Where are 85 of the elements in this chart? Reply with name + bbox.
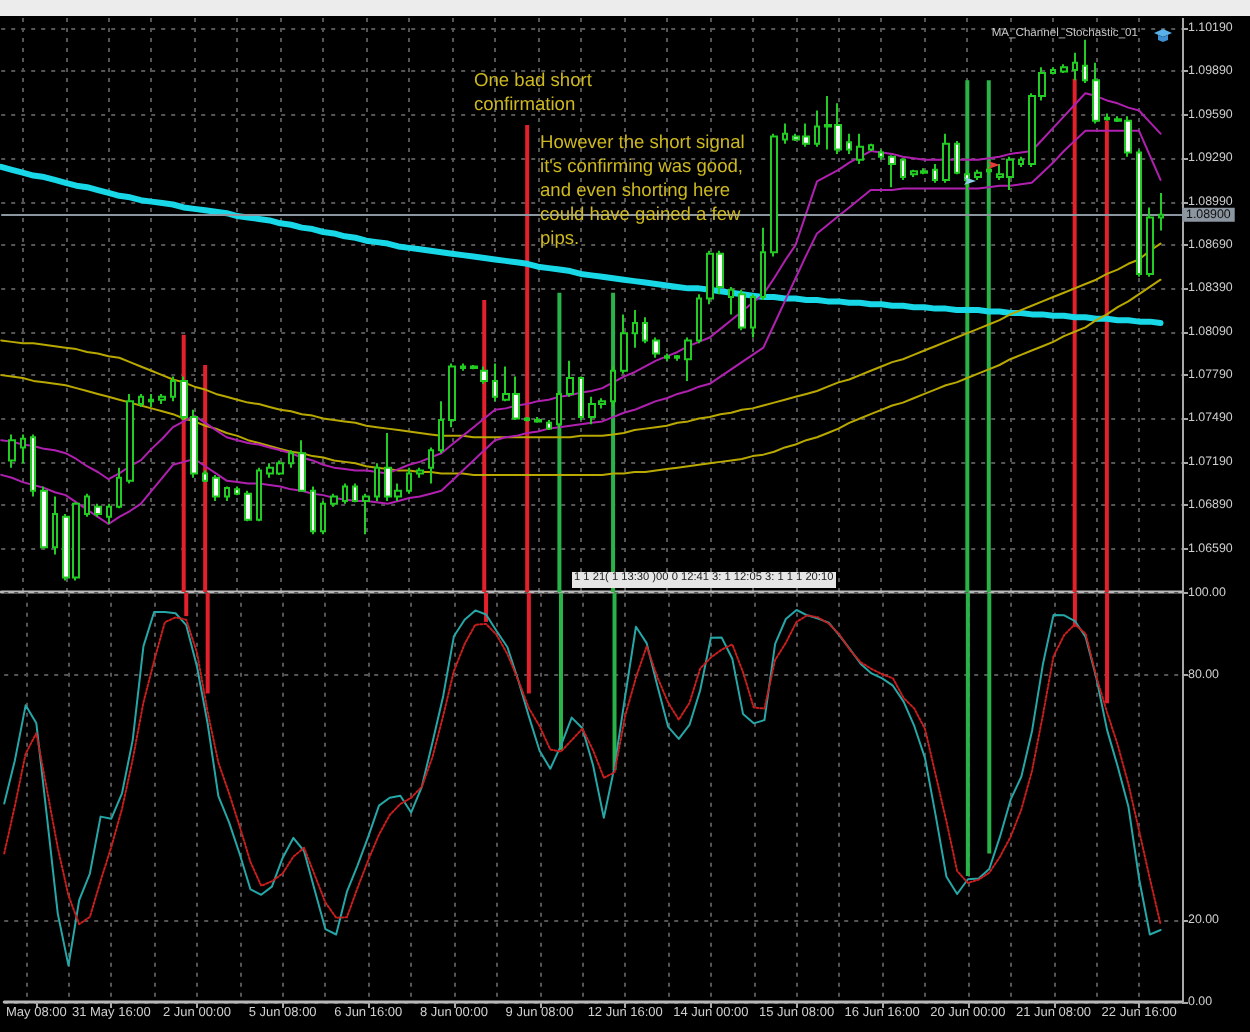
candlestick <box>1050 66 1056 76</box>
candlestick <box>298 439 306 492</box>
candlestick <box>362 492 370 536</box>
candlestick <box>1146 206 1154 278</box>
candlestick <box>974 168 982 181</box>
annotation: One bad short confirmation <box>474 70 594 117</box>
candlestick <box>244 489 252 523</box>
candlestick <box>986 164 992 176</box>
candlestick <box>674 353 680 362</box>
candlestick <box>52 495 58 556</box>
candlestick <box>256 466 262 523</box>
candlestick <box>448 362 456 429</box>
candlestick <box>428 446 434 485</box>
candlestick <box>652 336 660 359</box>
candlestick <box>148 392 154 408</box>
candlestick <box>878 148 884 161</box>
candlestick <box>620 313 628 375</box>
candlestick <box>126 392 134 485</box>
candlestick <box>224 485 230 502</box>
candlestick <box>480 365 488 385</box>
candlestick <box>94 502 102 518</box>
candlestick <box>310 485 316 536</box>
candlestick <box>954 139 960 176</box>
candlestick <box>888 154 896 189</box>
candlestick <box>212 473 220 502</box>
line-series <box>0 92 1162 481</box>
candlestick <box>170 375 176 403</box>
candlestick <box>738 288 746 332</box>
candlestick <box>546 418 552 432</box>
candlestick <box>1092 61 1100 125</box>
candlestick <box>610 365 616 408</box>
candlestick <box>1060 63 1068 74</box>
candlestick <box>116 466 122 510</box>
candlestick <box>1104 112 1110 122</box>
candlestick <box>288 449 294 469</box>
candlestick <box>406 466 412 495</box>
candlestick <box>534 416 542 424</box>
candlestick <box>760 226 766 301</box>
candlestick <box>664 352 670 362</box>
candlestick <box>846 132 852 155</box>
candlestick <box>868 142 874 153</box>
candlestick <box>416 466 424 479</box>
candlestick <box>770 132 778 258</box>
candlestick <box>20 433 26 465</box>
candlestick <box>158 392 166 406</box>
candlestick <box>696 293 702 345</box>
candlestick <box>470 364 478 371</box>
candlestick <box>728 285 734 316</box>
candlestick <box>900 157 906 181</box>
candlestick <box>438 400 444 455</box>
candlestick <box>8 433 16 469</box>
candlestick <box>556 390 562 430</box>
candlestick <box>352 482 358 504</box>
candlestick <box>814 109 820 148</box>
candlestick <box>782 122 788 145</box>
candlestick <box>342 482 348 505</box>
candlestick <box>642 316 648 345</box>
candlestick <box>330 492 338 508</box>
candlestick <box>684 336 692 382</box>
candlestick <box>632 309 638 349</box>
candlestick <box>578 375 584 421</box>
candlestick <box>234 485 240 497</box>
line-series <box>0 278 1162 476</box>
candlestick <box>320 499 326 536</box>
candlestick <box>106 502 112 526</box>
candlestick <box>856 132 864 166</box>
candlestick <box>84 492 90 518</box>
candlestick <box>202 469 208 484</box>
candlestick <box>138 392 144 408</box>
candlestick <box>942 132 950 184</box>
candlestick <box>460 362 466 372</box>
candlestick <box>492 362 498 403</box>
line-series <box>0 129 1162 526</box>
candlestick <box>1158 191 1164 232</box>
candlestick <box>524 416 530 423</box>
candlestick <box>750 293 756 339</box>
candlestick <box>40 485 48 550</box>
candlestick <box>374 462 380 502</box>
candlestick <box>932 163 938 184</box>
candlestick <box>1082 38 1088 85</box>
candlestick <box>566 359 574 398</box>
candlestick <box>1072 51 1078 82</box>
candlestick <box>1136 148 1142 278</box>
candlestick <box>30 433 36 498</box>
candlestick <box>1018 155 1024 168</box>
